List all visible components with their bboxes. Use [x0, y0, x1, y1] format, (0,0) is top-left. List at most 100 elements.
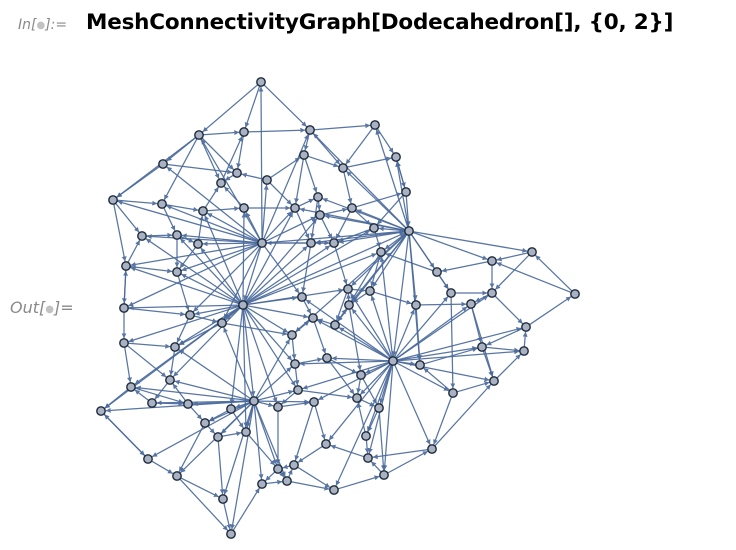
graph-vertex[interactable]	[338, 163, 348, 173]
graph-vertex[interactable]	[157, 199, 167, 209]
graph-vertex[interactable]	[96, 406, 106, 416]
graph-vertex[interactable]	[226, 404, 236, 414]
input-code[interactable]: MeshConnectivityGraph[Dodecahedron[], {0…	[86, 10, 674, 35]
graph-vertex[interactable]	[238, 300, 248, 310]
graph-edge	[356, 402, 366, 433]
graph-vertex[interactable]	[322, 353, 332, 363]
graph-edge	[146, 232, 173, 238]
graph-vertex[interactable]	[249, 396, 259, 406]
graph-vertex[interactable]	[388, 356, 398, 366]
graph-vertex[interactable]	[218, 494, 228, 504]
graph-vertex[interactable]	[374, 403, 384, 413]
graph-vertex[interactable]	[256, 77, 266, 87]
graph-vertex[interactable]	[369, 223, 379, 233]
graph-vertex[interactable]	[466, 299, 476, 309]
graph-vertex[interactable]	[427, 444, 437, 454]
graph-vertex[interactable]	[404, 226, 414, 236]
graph-vertex[interactable]	[489, 376, 499, 386]
graph-vertex[interactable]	[365, 286, 375, 296]
graph-vertex[interactable]	[521, 322, 531, 332]
graph-vertex[interactable]	[293, 385, 303, 395]
graph-vertex[interactable]	[147, 398, 157, 408]
graph-vertex[interactable]	[448, 388, 458, 398]
graph-edge	[246, 245, 331, 304]
graph-vertex[interactable]	[143, 454, 153, 464]
graph-vertex[interactable]	[356, 370, 366, 380]
graph-vertex[interactable]	[432, 267, 442, 277]
graph-vertex[interactable]	[198, 206, 208, 216]
graph-vertex[interactable]	[119, 338, 129, 348]
graph-vertex[interactable]	[347, 203, 357, 213]
graph-vertex[interactable]	[379, 470, 389, 480]
graph-vertex[interactable]	[172, 230, 182, 240]
graph-vertex[interactable]	[183, 399, 193, 409]
graph-vertex[interactable]	[200, 418, 210, 428]
graph-vertex[interactable]	[193, 239, 203, 249]
graph-vertex[interactable]	[527, 247, 537, 257]
graph-vertex[interactable]	[226, 529, 236, 539]
graph-vertex[interactable]	[194, 130, 204, 140]
graph-vertex[interactable]	[257, 479, 267, 489]
graph-edge	[290, 481, 330, 491]
graph-vertex[interactable]	[213, 432, 223, 442]
graph-vertex[interactable]	[487, 288, 497, 298]
graph-vertex[interactable]	[289, 460, 299, 470]
graph-vertex[interactable]	[411, 300, 421, 310]
graph-vertex[interactable]	[305, 125, 315, 135]
graph-vertex[interactable]	[262, 175, 272, 185]
graph-vertex[interactable]	[170, 342, 180, 352]
graph-vertex[interactable]	[172, 267, 182, 277]
graph-vertex[interactable]	[370, 120, 380, 130]
graph-vertex[interactable]	[487, 256, 497, 266]
graph-vertex[interactable]	[273, 464, 283, 474]
graph-vertex[interactable]	[257, 238, 267, 248]
graph-vertex[interactable]	[126, 382, 136, 392]
graph-vertex[interactable]	[108, 195, 118, 205]
graph-vertex[interactable]	[519, 346, 529, 356]
graph-vertex[interactable]	[343, 284, 353, 294]
graph-vertex[interactable]	[290, 359, 300, 369]
graph-vertex[interactable]	[232, 168, 242, 178]
graph-vertex[interactable]	[217, 318, 227, 328]
graph-vertex[interactable]	[239, 203, 249, 213]
graph-vertex[interactable]	[216, 178, 226, 188]
graph-vertex[interactable]	[329, 485, 339, 495]
graph-vertex[interactable]	[241, 427, 251, 437]
graph-vertex[interactable]	[121, 261, 131, 271]
graph-vertex[interactable]	[330, 320, 340, 330]
graph-vertex[interactable]	[321, 439, 331, 449]
graph-vertex[interactable]	[165, 375, 175, 385]
graph-vertex[interactable]	[158, 159, 168, 169]
graph-edge	[321, 218, 333, 240]
graph-vertex[interactable]	[415, 360, 425, 370]
graph-vertex[interactable]	[290, 203, 300, 213]
graph-vertex[interactable]	[363, 453, 373, 463]
graph-vertex[interactable]	[313, 192, 323, 202]
graph-vertex[interactable]	[282, 476, 292, 486]
graph-vertex[interactable]	[306, 238, 316, 248]
graph-vertex[interactable]	[344, 300, 354, 310]
graph-vertex[interactable]	[273, 402, 283, 412]
graph-vertex[interactable]	[308, 313, 318, 323]
graph-vertex[interactable]	[297, 292, 307, 302]
graph-vertex[interactable]	[137, 231, 147, 241]
graph-vertex[interactable]	[570, 289, 580, 299]
graph-vertex[interactable]	[352, 393, 362, 403]
graph-vertex[interactable]	[477, 342, 487, 352]
graph-vertex[interactable]	[361, 431, 371, 441]
graph-vertex[interactable]	[309, 397, 319, 407]
graph-vertex[interactable]	[287, 330, 297, 340]
graph-vertex[interactable]	[239, 127, 249, 137]
graph-vertex[interactable]	[315, 210, 325, 220]
graph-vertex[interactable]	[329, 238, 339, 248]
graph-vertex[interactable]	[185, 310, 195, 320]
graph-vertex[interactable]	[376, 247, 386, 257]
graph-vertex[interactable]	[446, 288, 456, 298]
graph-vertex[interactable]	[391, 152, 401, 162]
graph-edge	[441, 261, 489, 273]
graph-vertex[interactable]	[299, 150, 309, 160]
graph-vertex[interactable]	[119, 303, 129, 313]
graph-vertex[interactable]	[401, 187, 411, 197]
graph-vertex[interactable]	[172, 471, 182, 481]
